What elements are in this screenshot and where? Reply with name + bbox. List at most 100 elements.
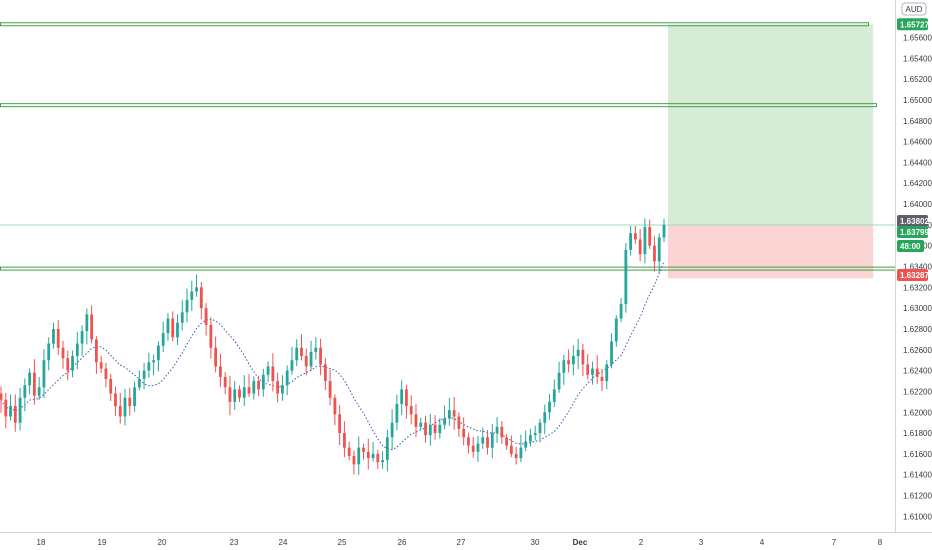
candle-body — [104, 368, 108, 379]
candle-body — [52, 328, 55, 344]
candle-body — [653, 245, 656, 262]
candle — [400, 380, 404, 416]
time-tick: 2 — [639, 538, 644, 547]
candle — [571, 345, 575, 376]
price-tag-box — [897, 215, 928, 227]
candle-body — [204, 308, 208, 325]
candle — [457, 412, 461, 437]
candle-body — [414, 414, 418, 427]
candle-body — [295, 347, 299, 361]
candle — [390, 409, 394, 450]
price-tag-text: 1.65727 — [900, 20, 929, 29]
candle — [85, 308, 89, 345]
candle-body — [357, 447, 361, 465]
candle-body — [505, 437, 508, 446]
candle-body — [199, 287, 203, 309]
candle-body — [99, 362, 103, 369]
candle-body — [171, 318, 175, 338]
candle-body — [261, 374, 265, 390]
candle — [228, 376, 232, 416]
candle-body — [13, 406, 17, 423]
candle — [552, 379, 556, 408]
candle-body — [180, 312, 184, 323]
candle-body — [571, 356, 575, 365]
candle-body — [476, 443, 480, 452]
candle-body — [614, 318, 618, 342]
candle — [519, 434, 523, 463]
candle — [281, 375, 284, 401]
candle-body — [123, 397, 127, 417]
candle — [295, 339, 299, 367]
candle — [314, 337, 318, 360]
candle — [52, 322, 55, 349]
candle — [61, 340, 65, 369]
price-tag-box — [897, 269, 928, 281]
candle-body — [629, 233, 633, 250]
candle — [381, 451, 384, 469]
candle-body — [567, 360, 571, 365]
price-tag-box — [897, 18, 928, 31]
candle-body — [605, 364, 609, 382]
candle — [80, 325, 84, 356]
candle-body — [228, 387, 232, 402]
candle-body — [290, 360, 294, 371]
candle — [214, 336, 218, 373]
candle — [90, 305, 94, 344]
candle — [247, 374, 251, 397]
price-tick: 1.61400 — [903, 471, 932, 480]
candle — [486, 430, 489, 455]
price-tick: 1.63200 — [903, 283, 932, 292]
candle-body — [300, 347, 303, 357]
candle — [586, 354, 590, 380]
candle — [233, 381, 237, 410]
price-tag-text: 1.63799 — [900, 228, 929, 237]
candle — [657, 233, 661, 273]
candle — [409, 395, 413, 425]
candle — [109, 374, 113, 402]
candle-body — [219, 366, 222, 377]
candle — [271, 353, 275, 392]
candle-body — [610, 341, 613, 365]
candle-body — [142, 370, 146, 379]
price-tick: 1.62000 — [903, 408, 932, 417]
candle — [13, 394, 17, 432]
candle — [347, 441, 351, 461]
candle — [376, 449, 380, 470]
candle — [509, 435, 513, 458]
candle — [290, 346, 294, 375]
time-tick: 24 — [279, 538, 288, 547]
candle — [114, 386, 117, 416]
candle — [37, 376, 41, 400]
candle-body — [66, 358, 70, 371]
candle-body — [490, 433, 494, 448]
candle-body — [362, 447, 365, 452]
candle — [219, 353, 222, 388]
candle-body — [309, 351, 313, 367]
candle-body — [600, 376, 604, 382]
candle-body — [514, 453, 518, 459]
candle — [238, 385, 241, 402]
candle-body — [114, 393, 117, 407]
candle — [481, 427, 485, 449]
candle-body — [9, 406, 12, 417]
candle-body — [4, 399, 8, 417]
candle — [23, 378, 27, 412]
candle-body — [94, 339, 98, 363]
price-tick: 1.65200 — [903, 75, 932, 84]
candle — [252, 376, 256, 400]
time-tick: 4 — [760, 538, 765, 547]
candle-body — [591, 368, 594, 375]
candle-body — [662, 224, 666, 238]
price-tick: 1.62600 — [903, 346, 932, 355]
candle-body — [314, 347, 318, 352]
candle — [142, 363, 146, 390]
candle — [161, 321, 165, 353]
candle-body — [447, 410, 451, 419]
candle-body — [657, 237, 661, 262]
candle-body — [109, 378, 113, 394]
candle — [66, 350, 70, 381]
candle — [4, 393, 8, 429]
candle-body — [543, 412, 547, 423]
candle-body — [481, 437, 485, 444]
